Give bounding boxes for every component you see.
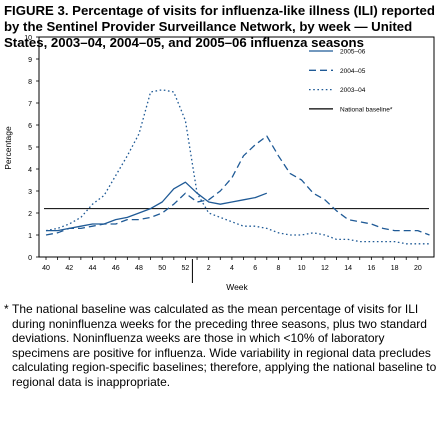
x-tick-label: 46	[112, 265, 120, 272]
footnote: * The national baseline was calculated a…	[4, 302, 440, 389]
legend-label: 2005–06	[340, 49, 366, 56]
legend-label: 2004–05	[340, 68, 366, 75]
y-tick-label: 8	[28, 79, 32, 86]
x-tick-label: 44	[89, 265, 97, 272]
y-tick-label: 2	[28, 211, 32, 218]
footnote-text: The national baseline was calculated as …	[12, 302, 437, 389]
x-tick-label: 18	[391, 265, 399, 272]
x-tick-label: 6	[253, 265, 257, 272]
y-tick-label: 1	[28, 233, 32, 240]
x-tick-label: 2	[207, 265, 211, 272]
x-tick-label: 42	[65, 265, 73, 272]
y-tick-label: 0	[28, 255, 32, 262]
y-tick-label: 4	[28, 167, 32, 174]
x-tick-label: 14	[344, 265, 352, 272]
y-tick-label: 10	[24, 35, 32, 42]
x-axis-label: Week	[226, 282, 248, 292]
x-tick-label: 52	[182, 265, 190, 272]
x-tick-label: 4	[230, 265, 234, 272]
x-tick-label: 10	[298, 265, 306, 272]
footnote-marker: *	[4, 302, 9, 316]
series-line-2004-05	[45, 135, 430, 236]
figure-title: FIGURE 3. Percentage of visits for influ…	[4, 3, 435, 50]
legend-label: National baseline*	[340, 106, 393, 113]
legend-label: 2003–04	[340, 87, 366, 94]
x-tick-label: 40	[42, 265, 50, 272]
y-tick-label: 6	[28, 123, 32, 130]
y-tick-label: 5	[28, 145, 32, 152]
x-tick-label: 48	[135, 265, 143, 272]
y-tick-label: 3	[28, 189, 32, 196]
x-tick-label: 12	[321, 265, 329, 272]
y-tick-label: 7	[28, 101, 32, 108]
y-axis-label: Percentage	[3, 126, 13, 170]
series-line-2003-04	[45, 89, 430, 245]
series-line-2005-06	[46, 181, 268, 232]
x-tick-label: 50	[158, 265, 166, 272]
x-tick-label: 16	[367, 265, 375, 272]
x-tick-label: 20	[414, 265, 422, 272]
x-tick-label: 8	[276, 265, 280, 272]
y-tick-label: 9	[28, 57, 32, 64]
